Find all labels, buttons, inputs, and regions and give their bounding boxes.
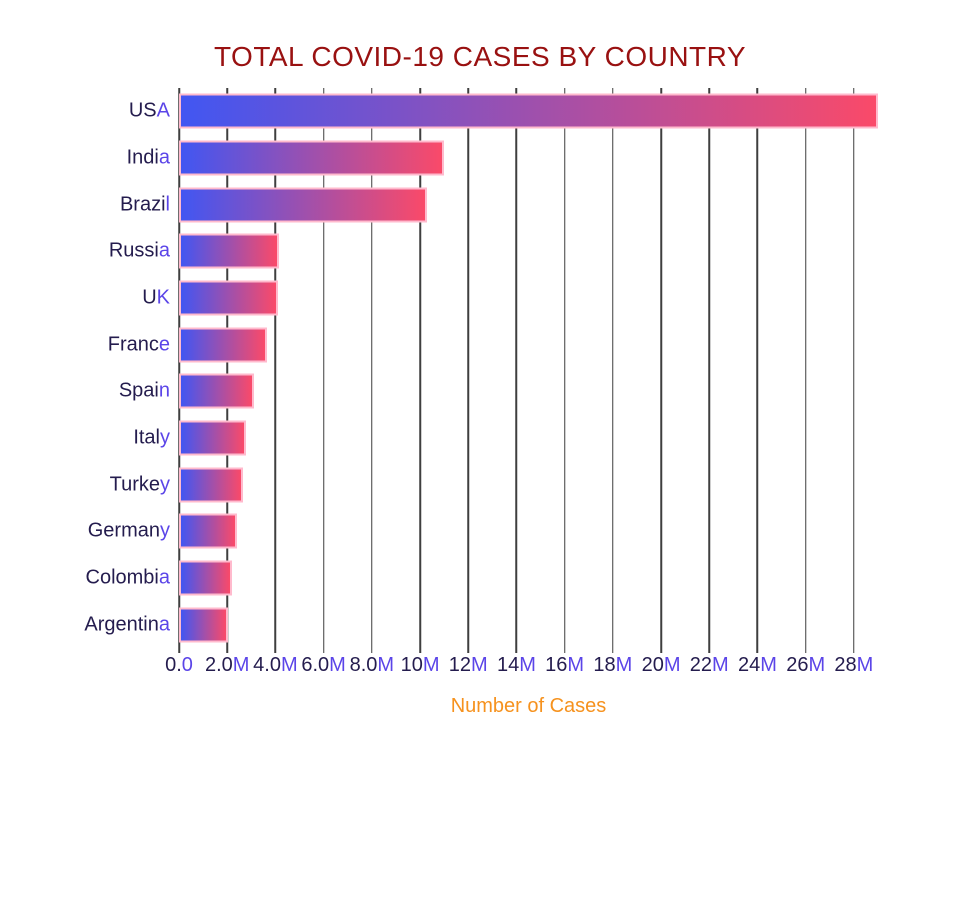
bar-row: Brazil xyxy=(120,181,878,228)
x-tick-label: 2.0M xyxy=(204,654,250,676)
gridline xyxy=(853,88,855,653)
gridline xyxy=(563,88,566,653)
bar-colombia xyxy=(179,560,233,596)
category-label-france: France xyxy=(107,333,170,356)
bar-italy xyxy=(179,420,247,456)
bar-india xyxy=(179,140,445,176)
bar-row: Italy xyxy=(133,415,878,462)
bar-row: Germany xyxy=(88,508,878,555)
bar-row: UK xyxy=(142,275,878,322)
bar-row: Turkey xyxy=(110,461,878,508)
gridline xyxy=(322,88,325,653)
x-tick-label: 28M xyxy=(834,654,874,676)
bar-row: Colombia xyxy=(86,555,878,602)
x-tick-label: 4.0M xyxy=(253,654,298,676)
category-label-spain: Spain xyxy=(118,379,170,402)
x-tick-label: 16M xyxy=(545,654,585,676)
gridline xyxy=(756,88,759,653)
x-tick-label: 8.0M xyxy=(349,654,395,676)
x-tick-label: 10M xyxy=(400,654,440,676)
gridline xyxy=(419,88,421,653)
x-tick-label: 14M xyxy=(496,654,536,676)
bar-row: Spain xyxy=(119,368,878,415)
x-tick-label: 18M xyxy=(593,654,633,676)
x-tick-label: 0.0 xyxy=(165,654,193,676)
bar-row: USA xyxy=(129,88,878,135)
category-label-turkey: Turkey xyxy=(109,473,170,496)
x-tick-label: 22M xyxy=(689,654,729,676)
x-tick-label: 12M xyxy=(448,654,488,676)
category-label-colombia: Colombia xyxy=(85,566,170,589)
gridline xyxy=(660,88,662,653)
gridline xyxy=(708,88,711,653)
category-label-italy: Italy xyxy=(133,426,170,449)
bar-turkey xyxy=(179,467,243,503)
x-tick-label: 20M xyxy=(641,654,681,676)
gridline xyxy=(371,88,373,653)
category-label-usa: USA xyxy=(128,99,170,122)
gridline xyxy=(178,88,180,653)
category-label-uk: UK xyxy=(142,286,170,309)
bar-uk xyxy=(179,280,278,316)
x-tick-label: 6.0M xyxy=(301,654,346,676)
x-tick-label: 26M xyxy=(786,654,826,676)
plot-area: USA India Brazil Russia UK France Spain Italy Tu… xyxy=(84,88,878,676)
gridline xyxy=(467,88,469,653)
x-axis-title: Number of Cases xyxy=(450,695,607,717)
category-label-russia: Russia xyxy=(108,239,170,262)
bar-spain xyxy=(179,373,254,409)
gridline xyxy=(226,88,228,653)
bar-row: Argentina xyxy=(84,601,878,648)
bar-usa xyxy=(179,93,878,129)
category-label-india: India xyxy=(126,146,170,169)
chart-title: TOTAL COVID-19 CASES BY COUNTRY xyxy=(213,41,747,72)
gridline xyxy=(274,88,277,653)
bar-brazil xyxy=(179,187,428,223)
gridline xyxy=(612,88,614,653)
category-label-brazil: Brazil xyxy=(119,193,170,216)
bar-row: Russia xyxy=(109,228,878,275)
category-label-argentina: Argentina xyxy=(84,613,170,636)
bar-russia xyxy=(179,233,280,269)
bar-row: India xyxy=(127,135,878,182)
category-label-germany: Germany xyxy=(87,519,170,542)
bar-france xyxy=(179,327,267,363)
bar-argentina xyxy=(179,607,229,643)
gridline xyxy=(804,88,807,653)
bar-germany xyxy=(179,513,237,549)
bar-rows: USA India Brazil Russia UK France Spain Italy Tu… xyxy=(84,88,878,648)
x-tick-label: 24M xyxy=(738,654,777,676)
bar-row: France xyxy=(108,321,878,368)
gridline xyxy=(515,88,518,653)
